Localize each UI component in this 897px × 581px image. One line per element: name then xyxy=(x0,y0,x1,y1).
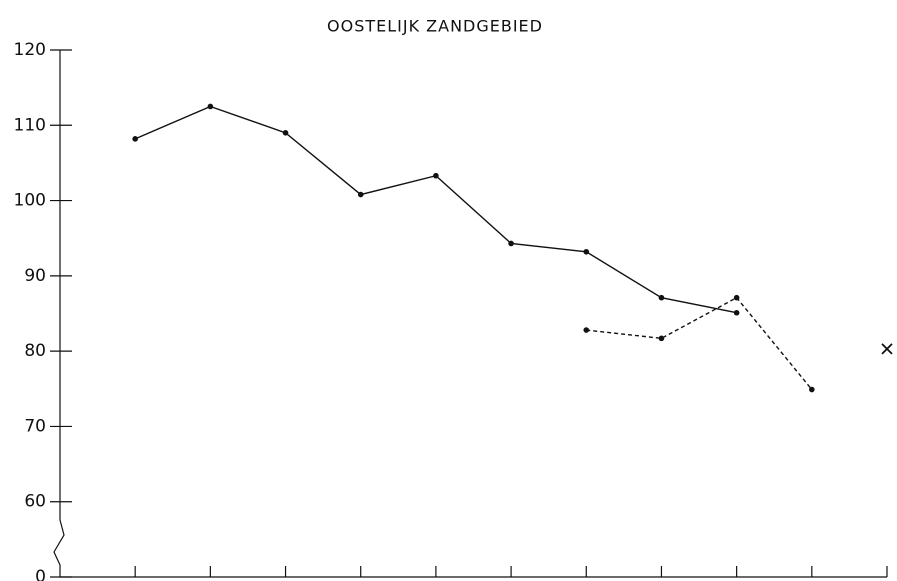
point xyxy=(658,335,665,342)
point xyxy=(583,248,590,255)
y-tick-label: 80 xyxy=(24,341,46,361)
point xyxy=(733,294,740,301)
y-tick-label: 70 xyxy=(24,416,46,436)
series-line xyxy=(134,105,737,314)
y-tick-label: 0 xyxy=(35,567,46,581)
point xyxy=(433,172,439,179)
point xyxy=(583,327,590,333)
point xyxy=(809,386,815,393)
point xyxy=(282,130,289,136)
y-tick-label: 60 xyxy=(24,492,46,512)
y-tick-label: 100 xyxy=(14,191,46,211)
point xyxy=(508,240,514,247)
y-tick-label: 90 xyxy=(24,266,46,286)
axis-break xyxy=(53,519,65,577)
point xyxy=(658,294,665,301)
y-tick-label: 120 xyxy=(14,40,46,60)
x-marker xyxy=(881,343,893,355)
point xyxy=(733,309,740,316)
point xyxy=(132,136,138,142)
point xyxy=(207,103,214,110)
series-line xyxy=(586,296,813,390)
point xyxy=(357,191,364,198)
y-tick-label: 110 xyxy=(14,115,46,135)
chart-title: OOSTELIJK ZANDGEBIED xyxy=(327,17,543,36)
